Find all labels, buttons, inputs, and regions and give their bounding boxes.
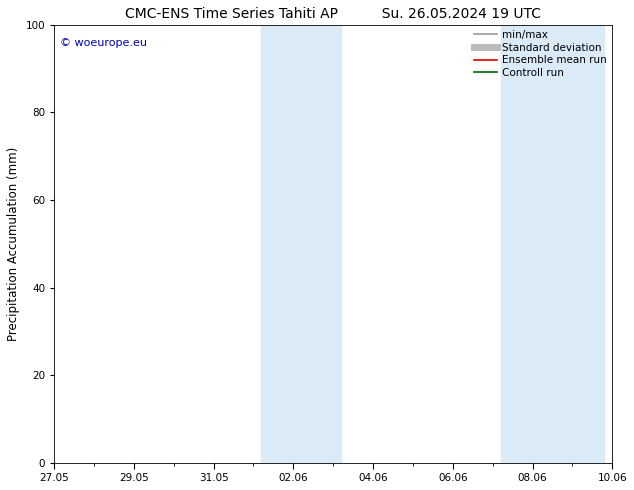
Title: CMC-ENS Time Series Tahiti AP          Su. 26.05.2024 19 UTC: CMC-ENS Time Series Tahiti AP Su. 26.05.…	[125, 7, 541, 21]
Y-axis label: Precipitation Accumulation (mm): Precipitation Accumulation (mm)	[7, 147, 20, 341]
Bar	[501, 25, 604, 463]
Text: © woeurope.eu: © woeurope.eu	[60, 38, 146, 48]
Legend: min/max, Standard deviation, Ensemble mean run, Controll run: min/max, Standard deviation, Ensemble me…	[472, 28, 609, 80]
Bar	[261, 25, 341, 463]
